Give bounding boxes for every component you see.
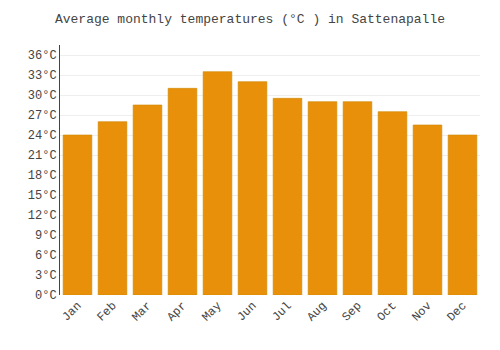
svg-text:Mar: Mar [129,299,154,324]
svg-text:27°C: 27°C [28,109,57,123]
svg-text:Nov: Nov [409,299,434,324]
svg-text:6°C: 6°C [35,249,57,263]
svg-text:36°C: 36°C [28,49,57,63]
svg-text:Apr: Apr [164,299,189,324]
svg-text:Jan: Jan [59,299,84,324]
svg-text:30°C: 30°C [28,89,57,103]
svg-text:33°C: 33°C [28,69,57,83]
svg-text:21°C: 21°C [28,149,57,163]
svg-text:24°C: 24°C [28,129,57,143]
svg-text:Sep: Sep [339,299,364,324]
svg-text:0°C: 0°C [35,289,57,303]
svg-text:Feb: Feb [94,299,119,324]
svg-text:Oct: Oct [374,299,399,324]
svg-text:9°C: 9°C [35,229,57,243]
svg-text:Aug: Aug [304,299,329,324]
svg-text:Average monthly temperatures (: Average monthly temperatures (°C ) in Sa… [55,12,445,27]
svg-text:Dec: Dec [444,299,469,324]
svg-text:18°C: 18°C [28,169,57,183]
svg-text:May: May [199,299,224,324]
svg-text:Jul: Jul [269,299,294,324]
svg-text:12°C: 12°C [28,209,57,223]
svg-text:3°C: 3°C [35,269,57,283]
svg-text:15°C: 15°C [28,189,57,203]
svg-text:Jun: Jun [234,299,259,324]
